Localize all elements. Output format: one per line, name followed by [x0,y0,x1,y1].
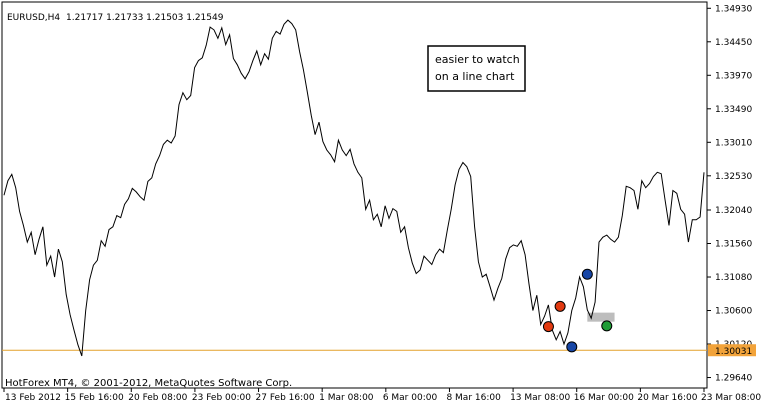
symbol-label: EURUSD,H4 [7,13,60,23]
y-tick-label: 1.31080 [715,273,752,283]
x-tick-label: 27 Feb 16:00 [256,393,315,403]
x-tick-label: 20 Feb 08:00 [128,393,187,403]
x-tick-label: 20 Mar 16:00 [637,393,697,403]
y-tick-label: 1.34450 [715,38,752,48]
price-series-line [3,19,705,357]
y-tick-label: 1.33010 [715,138,752,148]
x-tick-label: 6 Mar 00:00 [383,393,438,403]
current-price-tag: 1.30031 [708,344,756,357]
annotation-line-2: on a line chart [435,70,515,83]
x-tick-label: 13 Mar 08:00 [510,393,570,403]
y-tick-label: 1.34930 [715,4,752,14]
x-tick-label: 13 Feb 2012 [5,393,61,403]
y-tick-label: 1.30600 [715,307,752,317]
highlight-box [587,312,615,322]
x-tick-label: 15 Feb 16:00 [65,393,124,403]
trade-markers [542,268,613,353]
blue-marker [566,341,578,353]
x-tick-label: 1 Mar 08:00 [319,393,374,403]
annotation-box: easier to watch on a line chart [427,45,526,92]
y-axis: 1.34930 1.34450 1.33970 1.33490 1.33010 1.325… [707,4,752,384]
blue-marker [581,268,593,280]
ohlc-label: 1.21717 1.21733 1.21503 1.21549 [66,13,224,23]
current-price-label: 1.30031 [715,347,752,357]
y-tick-label: 1.33970 [715,71,752,81]
red-marker [542,321,554,333]
green-marker [601,320,613,332]
x-tick-label: 16 Mar 00:00 [574,393,634,403]
y-tick-label: 1.29640 [715,374,752,384]
x-axis: 13 Feb 2012 15 Feb 16:00 20 Feb 08:00 23 Fe… [3,388,761,403]
x-tick-label: 8 Mar 16:00 [446,393,501,403]
y-tick-label: 1.33490 [715,105,752,115]
x-tick-label: 23 Mar 08:00 [701,393,761,403]
annotation-line-1: easier to watch [435,53,520,66]
y-tick-label: 1.32040 [715,206,752,216]
red-marker [554,300,566,312]
x-tick-label: 23 Feb 00:00 [192,393,251,403]
copyright-footer: HotForex MT4, © 2001-2012, MetaQuotes So… [5,378,292,389]
plot-frame [1,1,708,389]
y-tick-label: 1.31560 [715,240,752,250]
y-tick-label: 1.32530 [715,172,752,182]
